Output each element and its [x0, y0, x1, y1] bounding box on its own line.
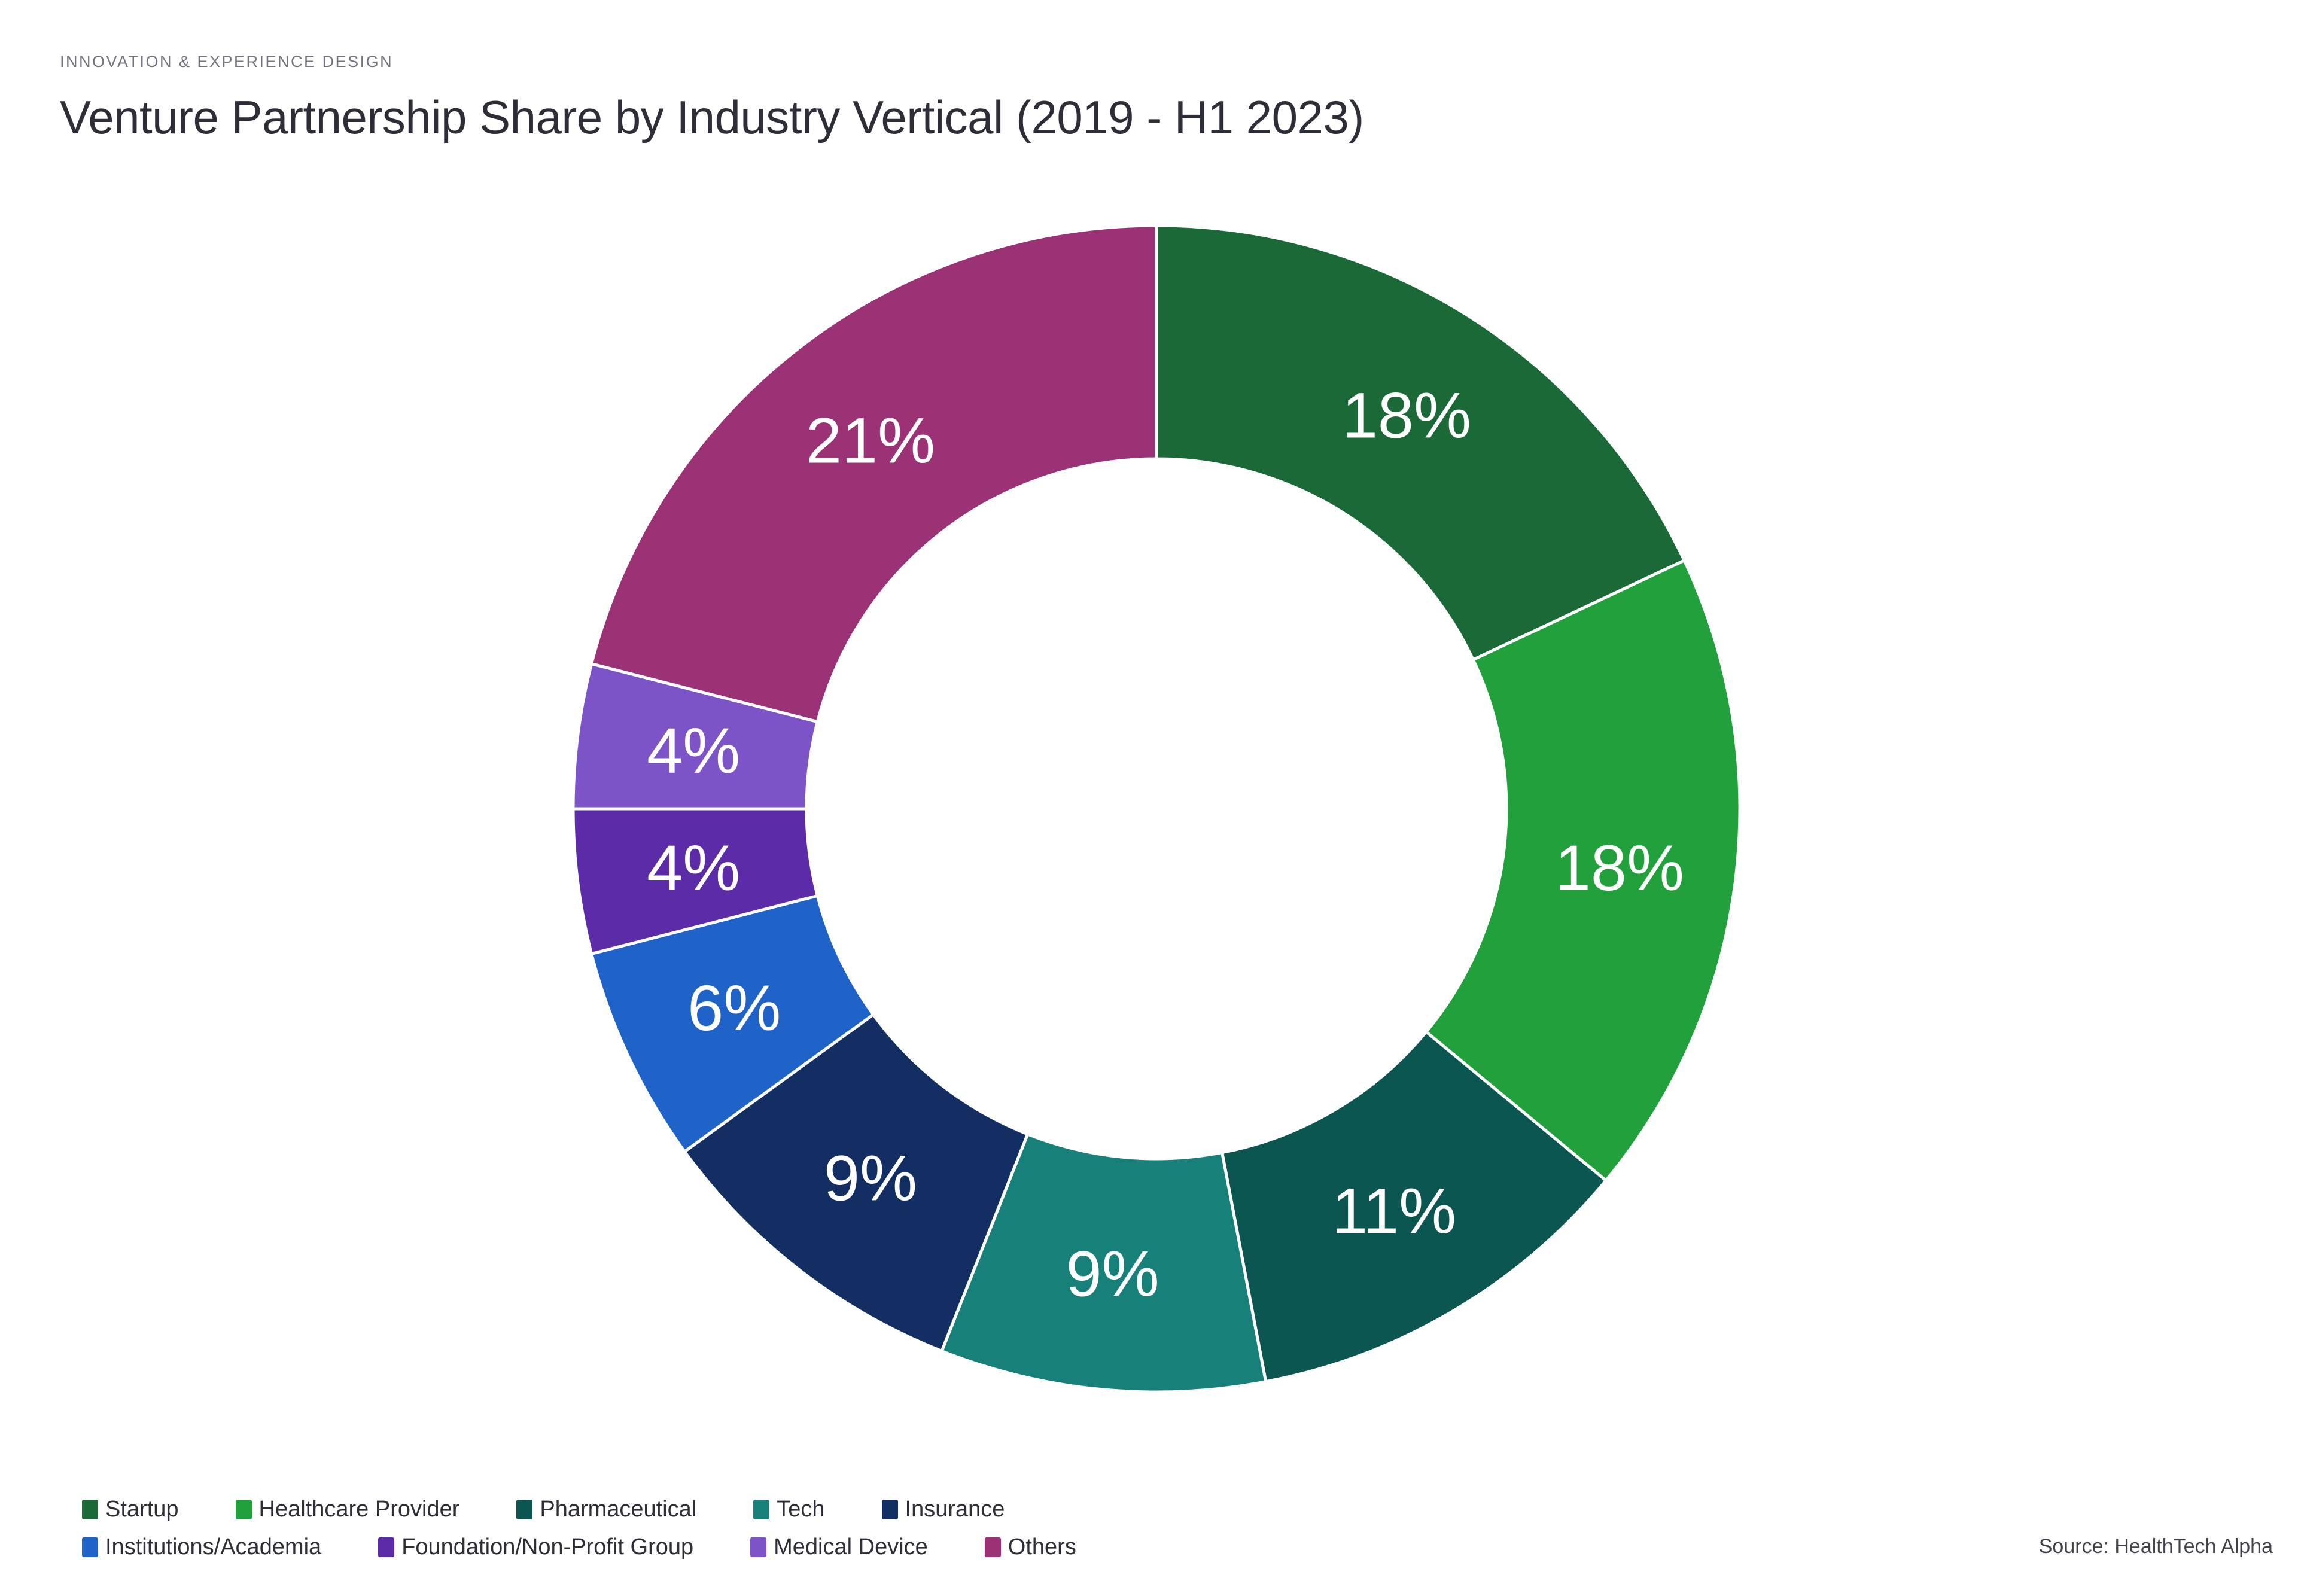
chart-header: INNOVATION & EXPERIENCE DESIGN Venture P…: [60, 53, 1364, 145]
slice-label-others: 21%: [806, 404, 935, 477]
legend-label: Others: [1008, 1534, 1076, 1560]
legend-label: Institutions/Academia: [105, 1534, 322, 1560]
slice-label-healthcare-provider: 18%: [1555, 831, 1684, 904]
slice-label-medical-device: 4%: [647, 714, 740, 787]
legend-item-insurance: Insurance: [881, 1497, 1005, 1522]
legend-item-others: Others: [984, 1534, 1076, 1560]
legend-label: Pharmaceutical: [540, 1497, 697, 1522]
legend-label: Medical Device: [774, 1534, 928, 1560]
slice-label-foundation-non-profit-group: 4%: [647, 831, 740, 904]
source-credit: Source: HealthTech Alpha: [2038, 1535, 2273, 1558]
kicker-text: INNOVATION & EXPERIENCE DESIGN: [60, 53, 394, 71]
legend-item-institutions-academia: Institutions/Academia: [82, 1534, 321, 1560]
donut-slice-tech: [939, 1132, 1268, 1394]
donut-slice-pharmaceutical: [1220, 1030, 1608, 1384]
legend-label: Startup: [105, 1497, 179, 1522]
legend-label: Insurance: [905, 1497, 1005, 1522]
legend-swatch-medical-device: [750, 1537, 767, 1557]
legend-item-medical-device: Medical Device: [750, 1534, 928, 1560]
legend-swatch-startup: [82, 1500, 98, 1519]
legend-swatch-healthcare-provider: [235, 1500, 252, 1519]
legend-swatch-insurance: [881, 1500, 898, 1519]
legend-swatch-pharmaceutical: [516, 1500, 533, 1519]
legend-item-pharmaceutical: Pharmaceutical: [516, 1497, 696, 1522]
legend-item-startup: Startup: [82, 1497, 179, 1522]
legend-row: Institutions/Academia Foundation/Non-Prof…: [82, 1534, 1076, 1560]
legend-label: Healthcare Provider: [258, 1497, 460, 1522]
legend-swatch-tech: [753, 1500, 770, 1519]
legend-swatch-foundation-non-profit-group: [378, 1537, 395, 1557]
slice-label-institutions-academia: 6%: [687, 971, 781, 1044]
donut-slice-others: [589, 224, 1158, 724]
legend-item-tech: Tech: [753, 1497, 825, 1522]
donut-slice-insurance: [682, 1012, 1030, 1353]
legend-swatch-others: [984, 1537, 1001, 1557]
chart-legend: Startup Healthcare Provider Pharmaceutical…: [82, 1497, 1076, 1560]
donut-slice-startup: [1155, 224, 1687, 662]
page-title: Venture Partnership Share by Industry Ve…: [60, 91, 1364, 144]
legend-row: Startup Healthcare Provider Pharmaceutical…: [82, 1497, 1076, 1522]
slice-label-startup: 18%: [1342, 379, 1471, 451]
legend-label: Tech: [777, 1497, 825, 1522]
legend-label: Foundation/Non-Profit Group: [401, 1534, 694, 1560]
legend-swatch-institutions-academia: [82, 1537, 98, 1557]
legend-item-healthcare-provider: Healthcare Provider: [235, 1497, 460, 1522]
donut-slice-healthcare-provider: [1424, 558, 1742, 1183]
slice-label-insurance: 9%: [824, 1141, 917, 1214]
slice-label-tech: 9%: [1066, 1238, 1159, 1310]
legend-item-foundation-non-profit-group: Foundation/Non-Profit Group: [378, 1534, 693, 1560]
slice-label-pharmaceutical: 11%: [1332, 1174, 1456, 1247]
